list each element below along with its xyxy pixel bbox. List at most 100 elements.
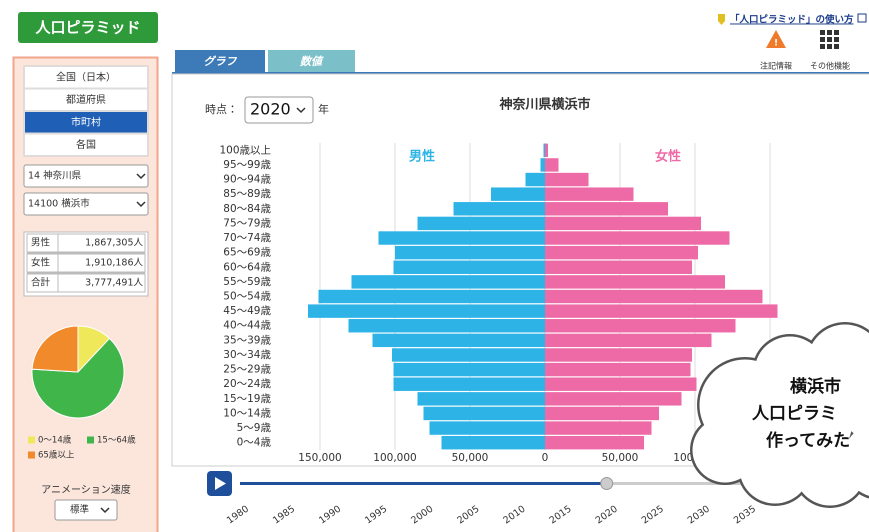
bar <box>545 421 652 434</box>
stats-label: 男性 <box>31 237 51 249</box>
bar <box>319 290 546 303</box>
year-unit: 年 <box>318 102 329 116</box>
legend-label: 0～14歳 <box>38 435 72 446</box>
age-label: 35～39歳 <box>223 334 271 346</box>
scope-item-label[interactable]: 各国 <box>76 138 96 151</box>
body: 人口ピラミッド 「人口ピラミッド」の使い方 ! 注記情報 その他機能 グラフ 数… <box>0 0 869 532</box>
bar <box>394 261 546 274</box>
age-label: 20～24歳 <box>223 378 271 390</box>
bar <box>545 202 668 215</box>
bar <box>395 246 545 259</box>
age-label: 100歳以上 <box>219 144 271 156</box>
bar <box>545 436 644 449</box>
age-label: 5～9歳 <box>237 422 272 434</box>
notes-label[interactable]: 注記情報 <box>760 61 792 71</box>
year-select-value[interactable]: 2020 <box>250 100 291 119</box>
scope-item-label[interactable]: 市町村 <box>71 116 101 129</box>
bar <box>545 173 589 186</box>
app-button-label[interactable]: 人口ピラミッド <box>34 19 140 37</box>
help-link[interactable]: 「人口ピラミッド」の使い方 <box>730 14 854 26</box>
legend-label: 65歳以上 <box>38 450 75 461</box>
x-tick-label: 100,000 <box>373 452 416 464</box>
bar <box>424 407 546 420</box>
bar <box>418 392 546 405</box>
bar <box>545 231 730 244</box>
age-label: 80～84歳 <box>223 203 271 215</box>
age-label: 25～29歳 <box>223 364 271 376</box>
bar <box>545 334 712 347</box>
age-label: 85～89歳 <box>223 188 271 200</box>
year-label: 2020 <box>594 504 620 527</box>
stats-value: 1,910,186人 <box>85 258 143 269</box>
year-label: 2010 <box>501 504 527 527</box>
more-icon[interactable] <box>820 30 839 49</box>
bar <box>454 202 546 215</box>
age-label: 45～49歳 <box>223 305 271 317</box>
year-label: 2015 <box>548 504 574 527</box>
age-label: 10～14歳 <box>223 407 271 419</box>
bar <box>545 144 548 157</box>
bar <box>392 348 545 361</box>
x-tick-label: 0 <box>542 452 549 464</box>
select-prefecture-value[interactable]: 14 神奈川県 <box>28 170 81 182</box>
stats-value: 3,777,491人 <box>85 278 143 289</box>
bar <box>545 304 778 317</box>
bubble-text: 横浜市 <box>790 376 841 397</box>
x-tick-label: 50,000 <box>602 452 639 464</box>
age-label: 75～79歳 <box>223 217 271 229</box>
speed-select-value[interactable]: 標準 <box>70 504 90 516</box>
legend-swatch <box>87 437 94 444</box>
year-label: 2025 <box>640 504 666 527</box>
bar <box>373 334 546 347</box>
more-label[interactable]: その他機能 <box>810 61 850 71</box>
bar <box>541 158 546 171</box>
age-label: 70～74歳 <box>223 232 271 244</box>
scope-item-label[interactable]: 全国（日本） <box>56 71 116 84</box>
bar <box>545 261 692 274</box>
stats-value: 1,867,305人 <box>85 238 143 249</box>
legend-label: 15～64歳 <box>97 435 136 446</box>
slider-knob[interactable] <box>601 478 613 490</box>
series-label: 男性 <box>409 149 435 165</box>
year-label: 2000 <box>409 504 435 527</box>
stats-label: 合計 <box>31 277 51 289</box>
scope-item-label[interactable]: 都道府県 <box>66 93 106 106</box>
stats-label: 女性 <box>31 257 51 269</box>
bar <box>308 304 545 317</box>
bar <box>491 187 545 200</box>
bubble-text: 作ってみた <box>766 430 850 451</box>
year-label: 1995 <box>363 504 389 527</box>
bar <box>349 319 546 332</box>
chart-title: 神奈川県横浜市 <box>498 97 590 113</box>
legend-swatch <box>28 437 35 444</box>
x-tick-label: 150,000 <box>298 452 341 464</box>
time-label: 時点： <box>205 103 238 116</box>
age-label: 55～59歳 <box>223 276 271 288</box>
page: 人口ピラミッド { "header": {"app_button": "人口ピラ… <box>0 0 869 532</box>
screen: 人口ピラミッド 「人口ピラミッド」の使い方 ! 注記情報 その他機能 グラフ 数… <box>0 0 869 532</box>
age-label: 40～44歳 <box>223 320 271 332</box>
age-label: 90～94歳 <box>223 174 271 186</box>
series-label: 女性 <box>655 149 681 165</box>
age-label: 95～99歳 <box>223 159 271 171</box>
bar <box>545 290 763 303</box>
bar <box>545 363 691 376</box>
bar <box>545 187 634 200</box>
bar <box>526 173 546 186</box>
select-city-value[interactable]: 14100 横浜市 <box>28 198 90 210</box>
bar <box>545 378 697 391</box>
help-icon <box>718 14 725 25</box>
bar <box>545 275 725 288</box>
notes-icon-mark: ! <box>774 39 778 49</box>
tab-graph-label[interactable]: グラフ <box>204 55 238 68</box>
external-icon <box>858 14 866 22</box>
bar <box>545 217 701 230</box>
bubble-text: 人口ピラミ <box>751 404 837 424</box>
age-label: 50～54歳 <box>223 291 271 303</box>
bar <box>545 407 659 420</box>
bar <box>545 246 698 259</box>
tab-table-label[interactable]: 数値 <box>300 55 324 68</box>
year-label: 1985 <box>271 504 297 527</box>
age-label: 15～19歳 <box>223 393 271 405</box>
bar <box>394 363 546 376</box>
